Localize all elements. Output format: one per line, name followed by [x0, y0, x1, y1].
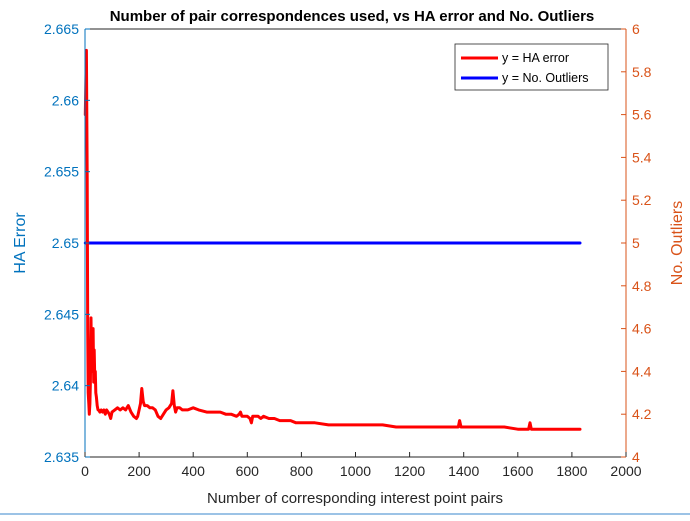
- right-y-tick-label: 5.2: [632, 192, 652, 208]
- left-y-tick-label: 2.66: [52, 92, 79, 108]
- left-y-tick-label: 2.665: [44, 21, 79, 37]
- right-y-tick-label: 4.6: [632, 321, 652, 337]
- left-y-axis-label: HA Error: [12, 212, 29, 274]
- x-tick-label: 1200: [394, 463, 425, 479]
- right-y-axis-label: No. Outliers: [669, 201, 686, 285]
- right-y-tick-label: 4.8: [632, 278, 652, 294]
- x-tick-label: 0: [81, 463, 89, 479]
- x-tick-label: 400: [182, 463, 206, 479]
- right-y-tick-label: 5: [632, 235, 640, 251]
- series-line-y-ha-error: [83, 48, 582, 431]
- left-y-tick-label: 2.655: [44, 164, 79, 180]
- x-tick-label: 1400: [448, 463, 479, 479]
- right-y-tick-label: 5.8: [632, 64, 652, 80]
- legend-label-outliers: y = No. Outliers: [502, 71, 589, 85]
- left-y-tick-label: 2.64: [52, 378, 79, 394]
- right-y-tick-label: 6: [632, 21, 640, 37]
- right-y-tick-label: 5.6: [632, 107, 652, 123]
- left-y-tick-label: 2.635: [44, 449, 79, 465]
- series-layer: [83, 48, 582, 431]
- right-y-tick-label: 5.4: [632, 149, 652, 165]
- legend-label-ha-error: y = HA error: [502, 51, 569, 65]
- legend: y = HA error y = No. Outliers: [454, 43, 609, 91]
- x-tick-label: 1800: [556, 463, 587, 479]
- x-tick-label: 800: [290, 463, 314, 479]
- left-y-tick-label: 2.645: [44, 306, 79, 322]
- right-y-tick-label: 4.4: [632, 363, 652, 379]
- window-bottom-border: [0, 513, 690, 515]
- right-y-tick-label: 4: [632, 449, 640, 465]
- left-y-tick-label: 2.65: [52, 235, 79, 251]
- x-tick-label: 1600: [502, 463, 533, 479]
- x-tick-label: 2000: [610, 463, 641, 479]
- x-tick-label: 1000: [340, 463, 371, 479]
- x-tick-label: 200: [127, 463, 151, 479]
- legend-box: [454, 43, 609, 91]
- x-tick-label: 600: [236, 463, 260, 479]
- x-axis-label: Number of corresponding interest point p…: [207, 490, 503, 507]
- chart-title: Number of pair correspondences used, vs …: [110, 8, 595, 25]
- ticks-layer: 0 200 400 600 800 1000 1200 1400 1600 1800 2000 2.6…: [44, 21, 652, 479]
- right-y-tick-label: 4.2: [632, 406, 652, 422]
